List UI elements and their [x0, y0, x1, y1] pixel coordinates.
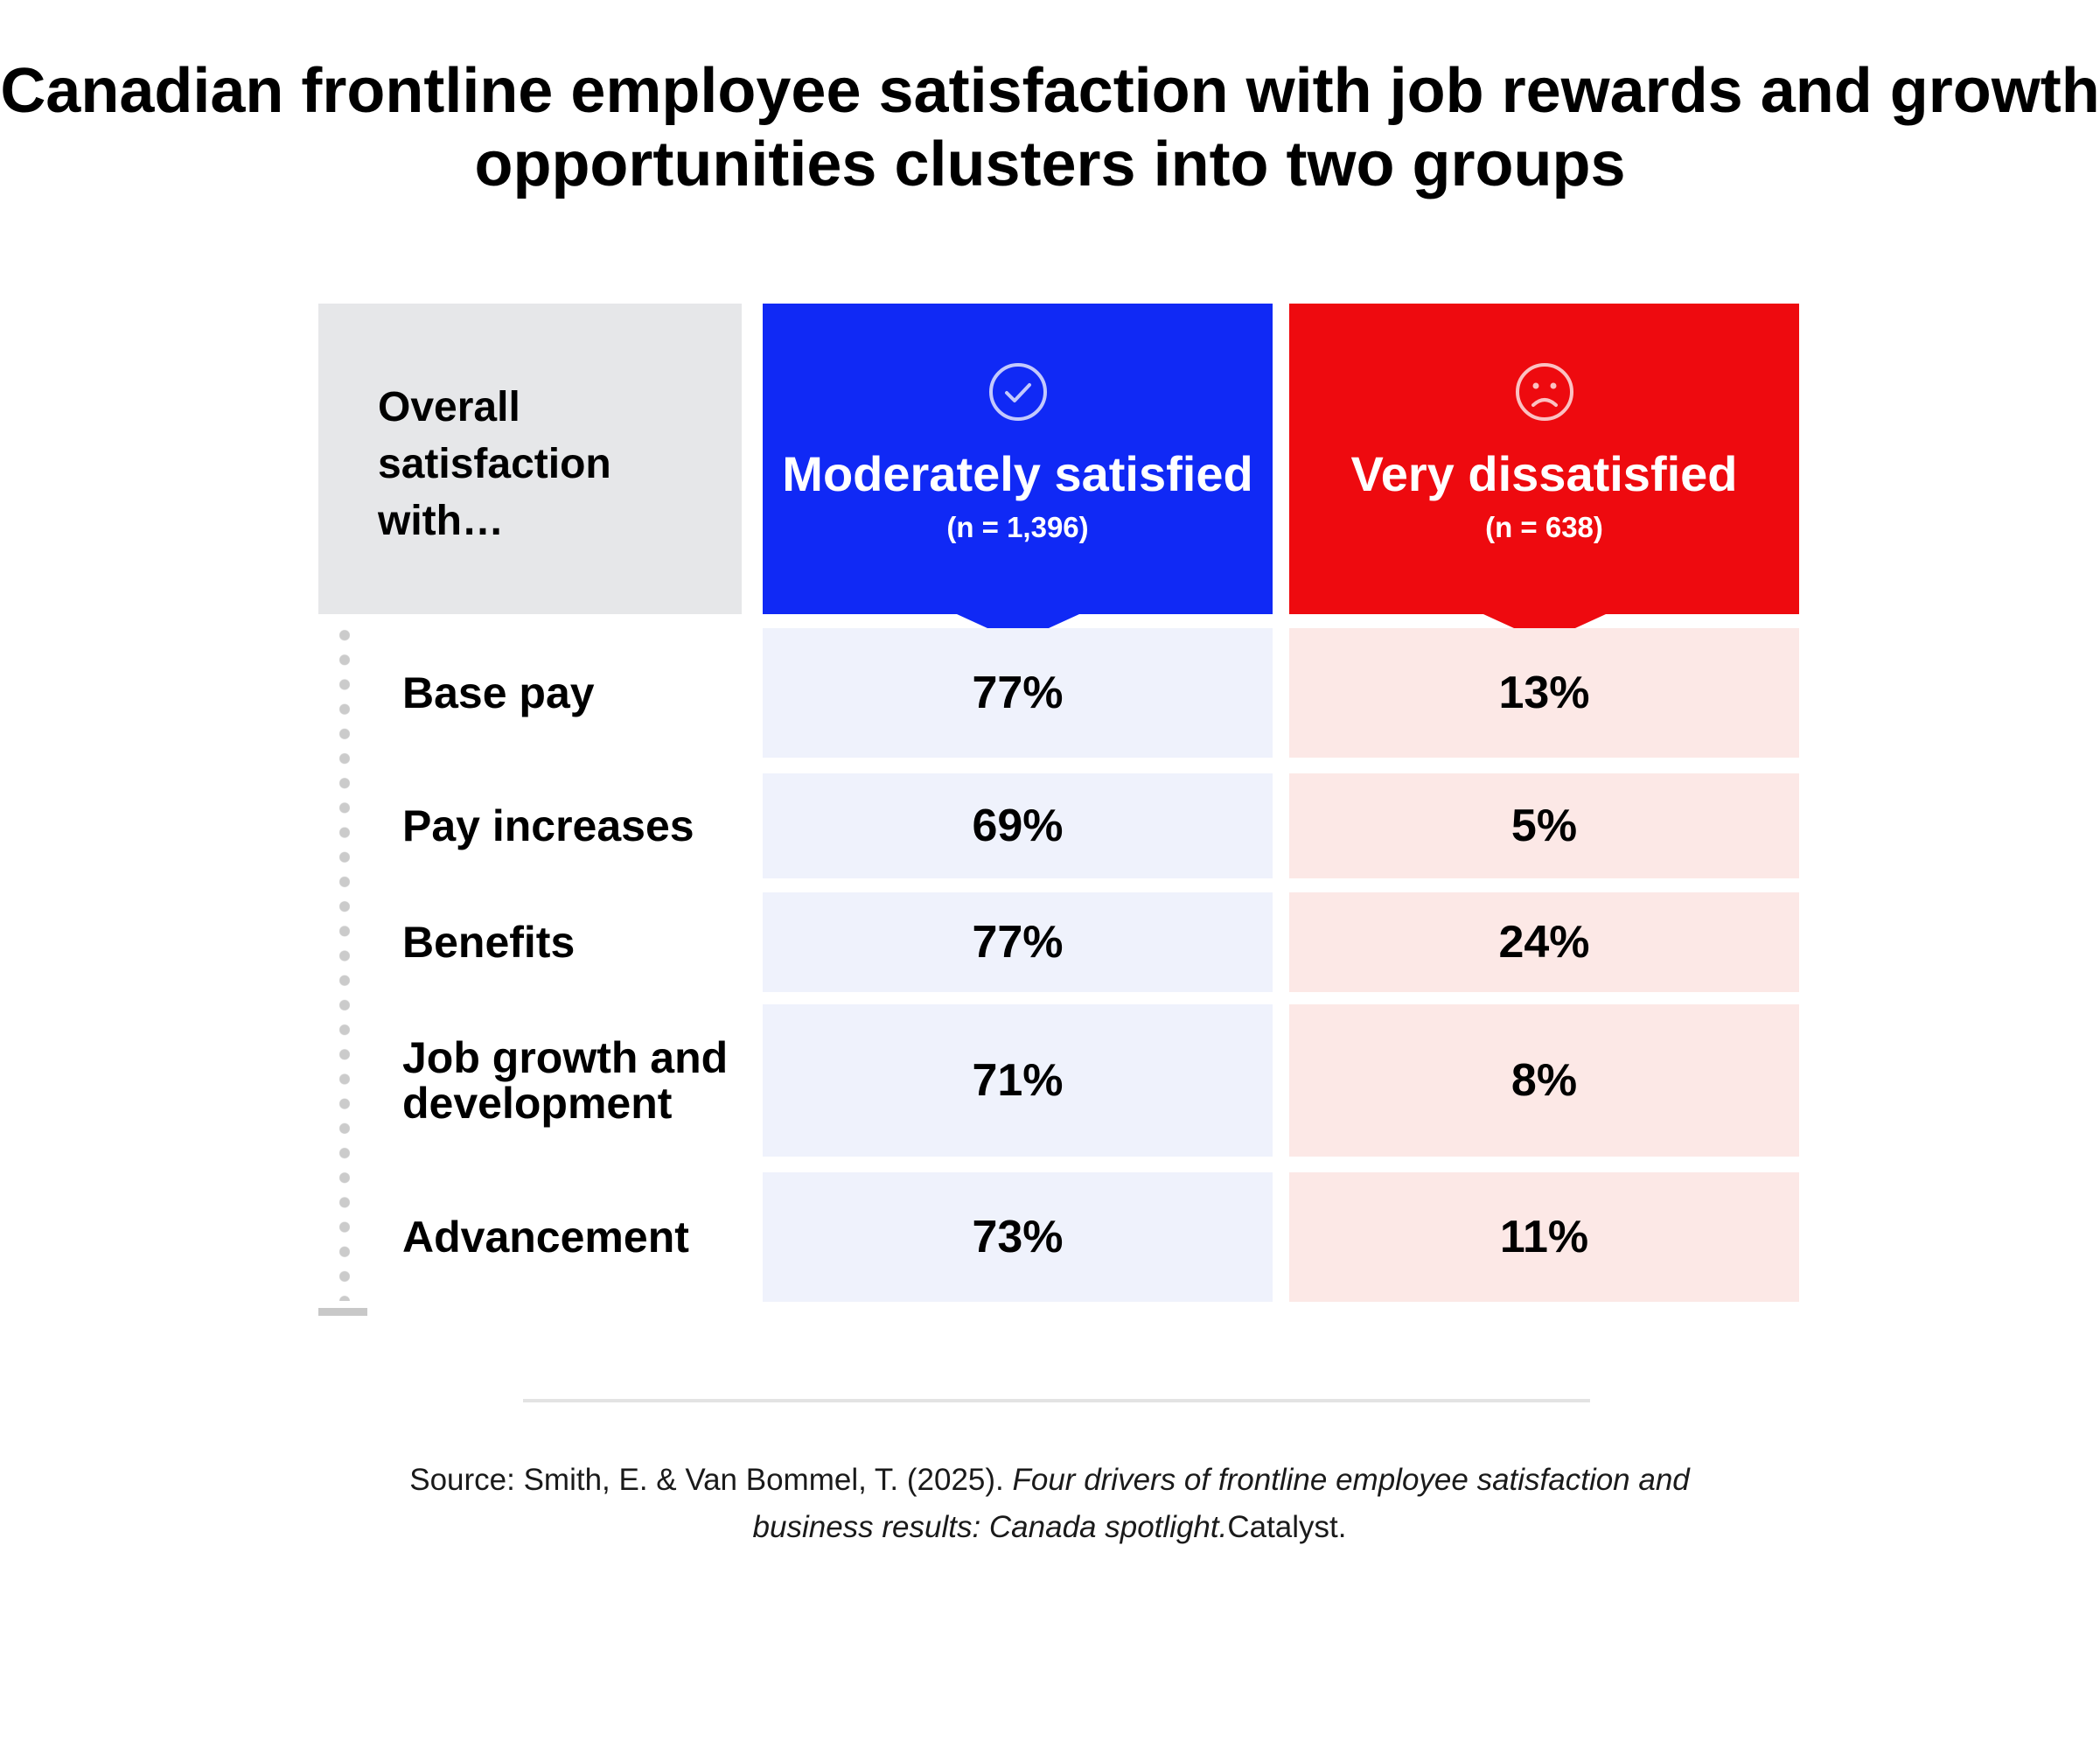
row-label-line: Advancement [402, 1213, 689, 1262]
axis-end-cap [318, 1308, 367, 1316]
source-divider [523, 1399, 1590, 1402]
row-label: Base pay [402, 628, 752, 758]
sad-face-icon [1515, 363, 1573, 421]
row-header-cell: Overall satisfaction with… [318, 304, 742, 614]
source-publisher: Catalyst. [1227, 1510, 1347, 1544]
row-label-text: Advancement [402, 1214, 689, 1260]
row-header-line-3: with… [378, 498, 504, 544]
row-label: Job growth and development [402, 1004, 752, 1157]
value-cell: 71% [763, 1004, 1273, 1157]
column-name: Moderately satisfied [782, 446, 1253, 501]
row-label-text: Pay increases [402, 803, 694, 849]
chart-title-line-2: opportunities clusters into two groups [474, 129, 1626, 199]
row-label-line: Job growth and [402, 1033, 729, 1082]
value-cell: 5% [1289, 773, 1799, 878]
value-cell: 77% [763, 892, 1273, 992]
column-sample-size: (n = 1,396) [946, 511, 1089, 543]
source-title-line-1: Four drivers of frontline employee satis… [1012, 1463, 1690, 1497]
column-header-moderately-satisfied: Moderately satisfied (n = 1,396) [763, 304, 1273, 642]
row-label: Pay increases [402, 773, 752, 878]
value-cell: 11% [1289, 1172, 1799, 1302]
row-label-line: development [402, 1079, 673, 1128]
row-label-text: Job growth and development [402, 1035, 728, 1126]
value-cell: 73% [763, 1172, 1273, 1302]
value-cell: 8% [1289, 1004, 1799, 1157]
column-name: Very dissatisfied [1350, 446, 1738, 501]
row-header-line-2: satisfaction [378, 441, 611, 487]
row-label-text: Base pay [402, 670, 595, 716]
row-label-line: Benefits [402, 918, 576, 967]
value-cell: 77% [763, 628, 1273, 758]
column-sample-size: (n = 638) [1485, 511, 1603, 543]
value-cell: 69% [763, 773, 1273, 878]
source-title-line-2: business results: Canada spotlight. [752, 1510, 1228, 1544]
dotted-axis-line [339, 623, 350, 1301]
source-note: Source: Smith, E. & Van Bommel, T. (2025… [315, 1457, 1784, 1551]
row-header-line-1: Overall [378, 384, 520, 430]
chart-title: Canadian frontline employee satisfaction… [0, 54, 2100, 201]
row-label-line: Base pay [402, 668, 595, 717]
column-header-very-dissatisfied: Very dissatisfied (n = 638) [1289, 304, 1799, 642]
row-header-label: Overall satisfaction with… [378, 379, 710, 549]
chart-title-line-1: Canadian frontline employee satisfaction… [0, 56, 2100, 126]
row-label: Advancement [402, 1172, 752, 1302]
row-label-text: Benefits [402, 919, 575, 965]
row-label: Benefits [402, 892, 752, 992]
row-label-line: Pay increases [402, 801, 694, 850]
source-prefix: Source: Smith, E. & Van Bommel, T. (2025… [409, 1463, 1013, 1497]
value-cell: 13% [1289, 628, 1799, 758]
check-circle-icon [988, 363, 1047, 421]
value-cell: 24% [1289, 892, 1799, 992]
